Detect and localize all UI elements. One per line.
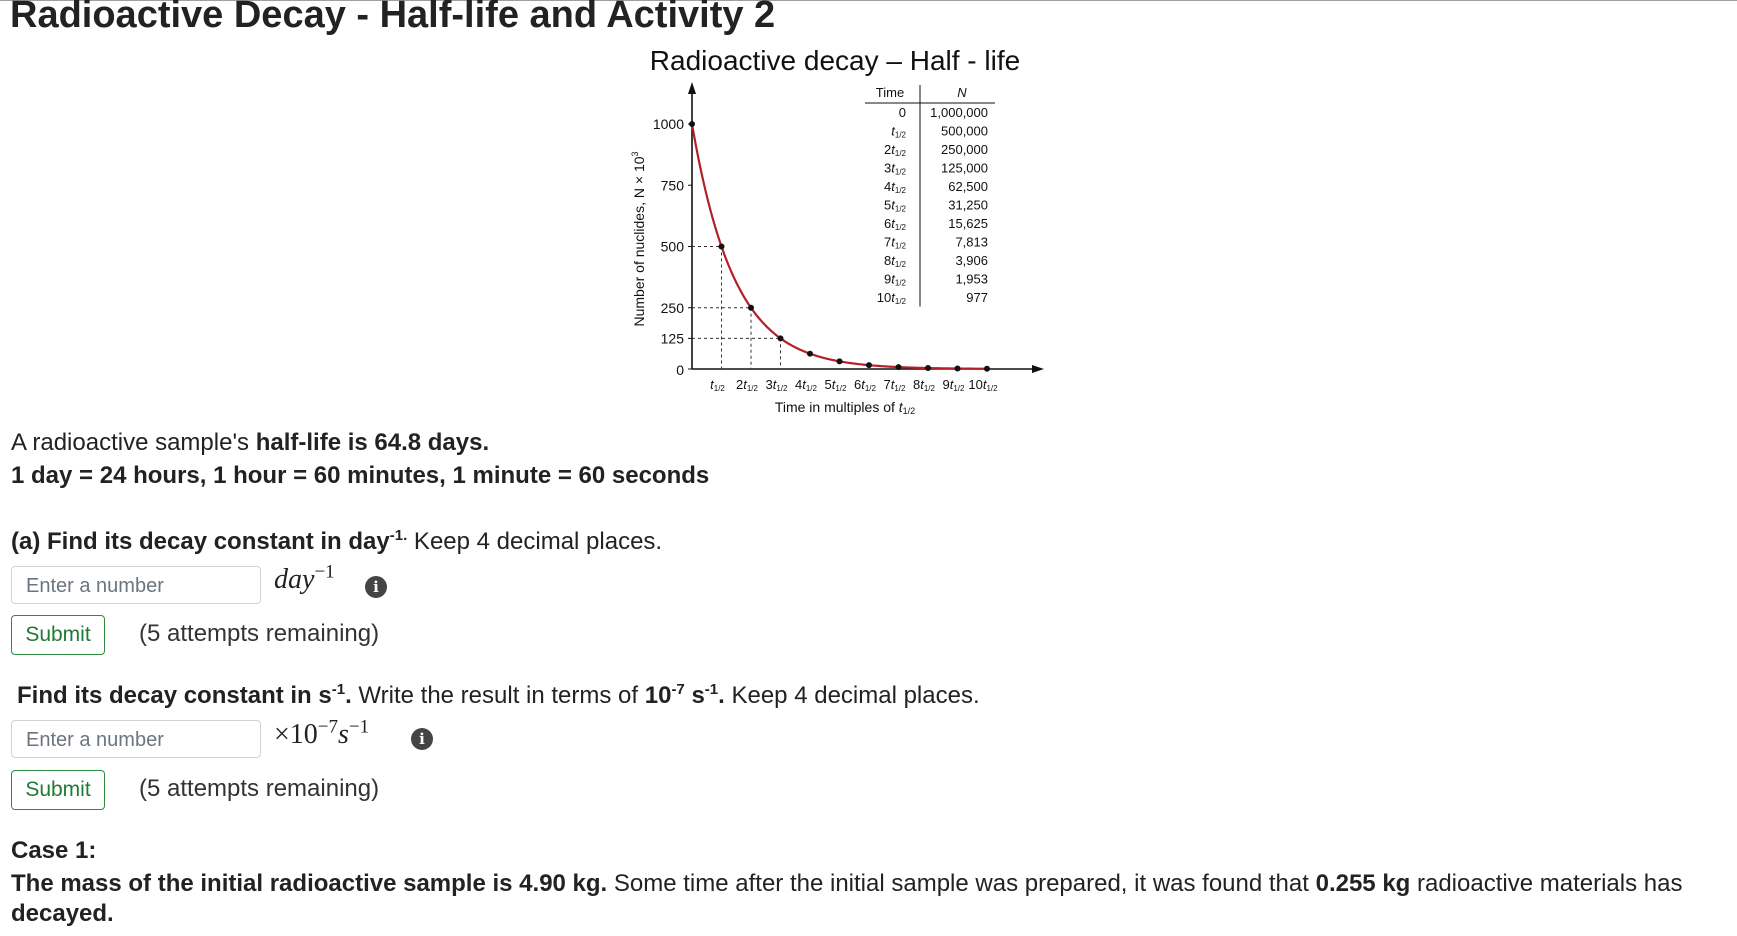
- x-axis-arrow: [1032, 365, 1044, 373]
- data-point: [954, 365, 961, 372]
- table-n-cell: 1,953: [955, 272, 988, 287]
- x-tick-label: 8t1/2: [913, 377, 936, 393]
- table-time-cell: 5t1/2: [884, 198, 907, 214]
- intro-line-1: A radioactive sample's half-life is 64.8…: [11, 429, 490, 456]
- y-axis-arrow: [688, 82, 696, 94]
- table-time-cell: 10t1/2: [877, 290, 907, 306]
- table-time-cell: 8t1/2: [884, 253, 907, 269]
- y-tick-label: 500: [661, 239, 685, 255]
- data-point: [689, 121, 695, 127]
- table-n-cell: 15,625: [948, 216, 988, 231]
- data-point: [866, 362, 872, 369]
- table-n-cell: 7,813: [955, 235, 988, 250]
- table-n-cell: 3,906: [955, 253, 988, 268]
- x-tick-label: 9t1/2: [943, 377, 966, 393]
- data-point: [836, 358, 843, 365]
- y-tick-label: 125: [661, 330, 685, 346]
- x-tick-label: 10t1/2: [968, 377, 998, 393]
- x-tick-label: 2t1/2: [736, 377, 759, 393]
- half-life-figure: Radioactive decay – Half - life 0 125 250 50…: [620, 44, 1060, 424]
- table-time-cell: 9t1/2: [884, 272, 907, 288]
- y-tick-label: 1000: [653, 116, 684, 132]
- table-n-cell: 500,000: [941, 124, 988, 139]
- data-point: [807, 350, 813, 357]
- attempts-a: (5 attempts remaining): [139, 620, 380, 647]
- y-axis-label: Number of nuclides, N × 103: [630, 151, 647, 326]
- question-a: (a) Find its decay constant in day-1. Ke…: [11, 527, 663, 555]
- y-tick-label: 0: [676, 362, 684, 378]
- intro-line-2: 1 day = 24 hours, 1 hour = 60 minutes, 1…: [11, 462, 710, 489]
- data-point: [777, 335, 784, 342]
- table-n-cell: 31,250: [948, 198, 988, 213]
- data-point: [748, 304, 754, 311]
- x-tick-label: t1/2: [710, 377, 725, 393]
- half-life-chart: Radioactive decay – Half - life 0 125 250 50…: [630, 45, 1044, 416]
- table-header-time: Time: [876, 85, 904, 100]
- table-n-cell: 62,500: [948, 179, 988, 194]
- data-point: [925, 365, 931, 372]
- table-time-cell: 0: [899, 105, 906, 120]
- page-title: Radioactive Decay - Half-life and Activi…: [10, 0, 776, 36]
- question-b: Find its decay constant in s-1. Write th…: [17, 681, 980, 709]
- table-n-cell: 125,000: [941, 161, 988, 176]
- x-tick-label: 3t1/2: [766, 377, 789, 393]
- table-header-n: N: [957, 85, 967, 100]
- case1-text: The mass of the initial radioactive samp…: [11, 870, 1683, 927]
- table-n-cell: 1,000,000: [930, 105, 988, 120]
- table-time-cell: 7t1/2: [884, 235, 907, 251]
- table-n-cell: 977: [966, 290, 988, 305]
- data-point: [718, 243, 725, 250]
- unit-a: day−1: [274, 561, 335, 595]
- y-tick-label: 250: [661, 300, 685, 316]
- x-tick-label: 6t1/2: [854, 377, 877, 393]
- table-n-cell: 250,000: [941, 142, 988, 157]
- chart-title: Radioactive decay – Half - life: [650, 45, 1020, 76]
- submit-a-button[interactable]: Submit: [11, 615, 105, 655]
- table-time-cell: 4t1/2: [884, 179, 907, 195]
- y-tick-label: 750: [661, 177, 685, 193]
- data-point: [895, 364, 902, 371]
- table-time-cell: 6t1/2: [884, 216, 907, 232]
- submit-b-button[interactable]: Submit: [11, 770, 105, 810]
- x-tick-label: 4t1/2: [795, 377, 818, 393]
- x-axis-label: Time in multiples of t1/2: [775, 399, 915, 416]
- top-divider: [0, 0, 1737, 1]
- info-circle-icon[interactable]: i: [365, 576, 387, 598]
- info-circle-icon[interactable]: i: [411, 728, 433, 750]
- table-time-cell: t1/2: [891, 124, 906, 140]
- unit-b: ×10−7s−1: [274, 716, 370, 750]
- attempts-b: (5 attempts remaining): [139, 775, 380, 802]
- answer-b-input[interactable]: Enter a number: [11, 720, 261, 758]
- table-time-cell: 3t1/2: [884, 161, 907, 177]
- answer-a-input[interactable]: Enter a number: [11, 566, 261, 604]
- case1-heading: Case 1:: [11, 837, 97, 864]
- data-point: [984, 365, 990, 372]
- table-time-cell: 2t1/2: [884, 142, 907, 158]
- x-tick-label: 5t1/2: [825, 377, 848, 393]
- x-tick-label: 7t1/2: [884, 377, 907, 393]
